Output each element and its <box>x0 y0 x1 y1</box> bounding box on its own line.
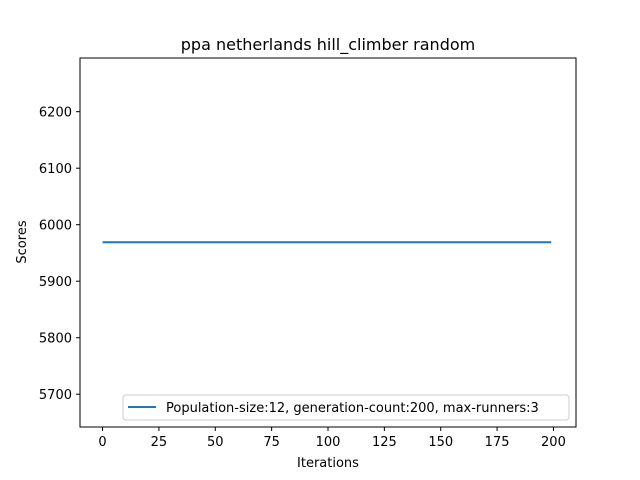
y-tick-label: 5700 <box>39 388 72 403</box>
y-axis-label: Scores <box>15 220 30 263</box>
x-tick-label: 75 <box>263 435 280 450</box>
x-tick-label: 200 <box>541 435 566 450</box>
x-tick-label: 125 <box>372 435 397 450</box>
chart-title: ppa netherlands hill_climber random <box>181 35 475 55</box>
x-tick-label: 150 <box>428 435 453 450</box>
legend: Population-size:12, generation-count:200… <box>122 394 570 421</box>
x-axis-ticks: 0 25 50 75 100 125 150 175 200 <box>98 427 566 450</box>
plot-frame <box>79 57 577 428</box>
x-tick-label: 0 <box>98 435 106 450</box>
y-tick-label: 6100 <box>39 162 72 177</box>
y-tick-label: 5900 <box>39 275 72 290</box>
y-tick-label: 6000 <box>39 219 72 234</box>
x-axis-label: Iterations <box>297 456 359 471</box>
x-tick-label: 175 <box>485 435 510 450</box>
legend-label: Population-size:12, generation-count:200… <box>166 401 539 416</box>
x-tick-label: 50 <box>207 435 224 450</box>
y-tick-label: 5800 <box>39 332 72 347</box>
y-axis-ticks: 5700 5800 5900 6000 6100 6200 <box>39 106 80 403</box>
x-tick-label: 25 <box>151 435 168 450</box>
y-tick-label: 6200 <box>39 106 72 121</box>
x-tick-label: 100 <box>316 435 341 450</box>
legend-box <box>122 394 570 421</box>
